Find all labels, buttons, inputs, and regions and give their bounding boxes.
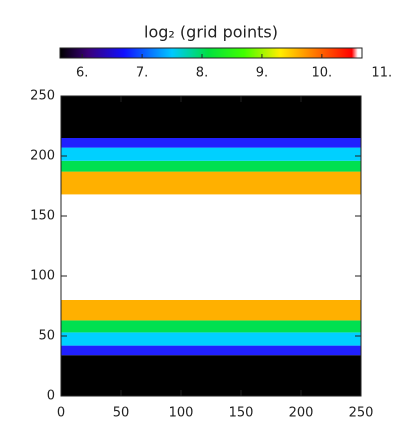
x-tick-label: 100: [169, 406, 194, 421]
colorbar-tick-label: 9.: [256, 66, 268, 81]
band: [61, 147, 361, 161]
x-tick-label: 200: [289, 406, 314, 421]
colorbar-title: log₂ (grid points): [144, 23, 278, 42]
y-tick-label: 50: [38, 329, 55, 344]
band: [61, 160, 361, 172]
y-tick-label: 250: [30, 89, 55, 104]
colorbar-tick-label: 10.: [312, 66, 333, 81]
colorbar: [59, 47, 363, 59]
band: [61, 138, 361, 148]
plot-frame: [60, 95, 362, 397]
y-tick-label: 100: [30, 269, 55, 284]
colorbar-tick-label: 7.: [136, 66, 148, 81]
y-tick-label: 0: [47, 389, 55, 404]
x-tick-label: 0: [57, 406, 65, 421]
x-tick-label: 250: [349, 406, 374, 421]
x-tick-label: 150: [229, 406, 254, 421]
x-tick-label: 50: [113, 406, 130, 421]
band: [61, 171, 361, 195]
band: [61, 345, 361, 356]
band: [61, 332, 361, 346]
colorbar-tick-label: 8.: [196, 66, 208, 81]
y-tick-label: 150: [30, 209, 55, 224]
colorbar-tick-label: 6.: [76, 66, 88, 81]
band: [61, 96, 361, 138]
band: [61, 320, 361, 333]
band: [61, 194, 361, 300]
band: [61, 300, 361, 321]
colorbar-tick-label: 11.: [371, 66, 392, 81]
band: [61, 355, 361, 396]
y-tick-label: 200: [30, 149, 55, 164]
